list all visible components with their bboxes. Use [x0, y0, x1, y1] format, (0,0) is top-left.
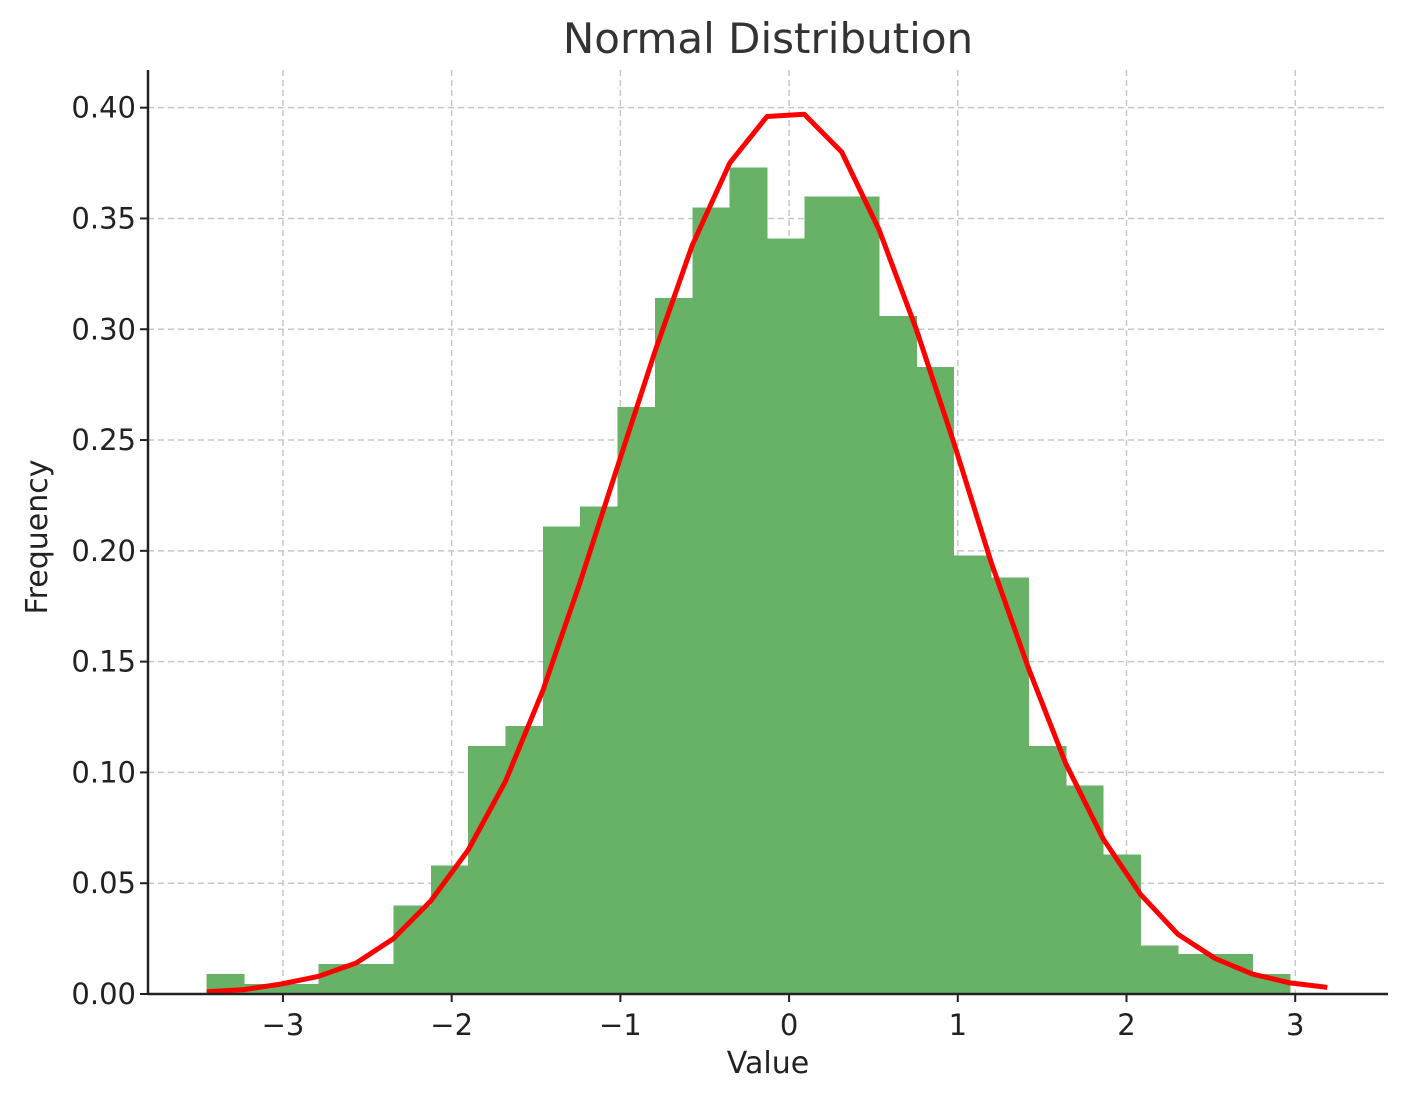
- histogram-bar: [692, 207, 731, 995]
- x-tick-label: −3: [262, 1008, 305, 1042]
- x-axis-label: Value: [727, 1046, 809, 1081]
- density-curve-layer: [206, 111, 1328, 995]
- histogram-bar: [1028, 745, 1067, 994]
- histogram-bar: [617, 406, 656, 994]
- y-tick-label: 0.25: [71, 423, 136, 457]
- histogram-bar: [430, 865, 469, 994]
- y-tick-label: 0.35: [71, 201, 136, 235]
- y-tick-label: 0.40: [71, 91, 136, 125]
- y-tick-label: 0.20: [71, 534, 136, 568]
- x-tick-label: −2: [430, 1008, 473, 1042]
- x-tick-label: 3: [1286, 1008, 1304, 1042]
- x-tick-label: 0: [780, 1008, 798, 1042]
- y-tick-label: 0.00: [71, 977, 136, 1011]
- histogram-bar: [841, 196, 880, 995]
- histogram-bar: [1177, 954, 1216, 994]
- axes: [146, 70, 1388, 996]
- y-tick-label: 0.05: [71, 866, 136, 900]
- histogram-bar: [766, 238, 805, 994]
- y-axis-ticks: 0.00 0.05 0.10 0.15 0.20 0.25 0.30 0.35 0.40: [71, 91, 148, 1011]
- histogram-bar: [468, 745, 506, 994]
- histogram-bar: [1140, 945, 1179, 994]
- histogram-bar: [953, 555, 992, 994]
- histogram-bar: [879, 315, 917, 994]
- histogram-bar: [654, 298, 693, 994]
- density-curve: [206, 111, 1328, 995]
- chart-title: Normal Distribution: [563, 14, 973, 63]
- histogram-bar: [991, 577, 1029, 994]
- histogram-bar: [580, 506, 619, 994]
- x-tick-label: 1: [949, 1008, 967, 1042]
- histogram-bars: [206, 167, 1291, 995]
- y-tick-label: 0.30: [71, 312, 136, 346]
- histogram-bar: [916, 366, 955, 994]
- histogram-bar: [804, 196, 843, 995]
- y-tick-label: 0.15: [71, 645, 136, 679]
- x-axis-ticks: −3 −2 −1 0 1 2 3: [262, 994, 1304, 1042]
- x-tick-label: −1: [599, 1008, 642, 1042]
- histogram-bar: [281, 984, 320, 994]
- x-tick-label: 2: [1117, 1008, 1135, 1042]
- y-tick-label: 0.10: [71, 755, 136, 789]
- histogram-bar: [729, 167, 768, 994]
- histogram-bar: [356, 964, 394, 994]
- histogram-bar: [1103, 854, 1142, 994]
- histogram-bar: [1065, 785, 1104, 994]
- y-axis-label: Frequency: [20, 460, 55, 615]
